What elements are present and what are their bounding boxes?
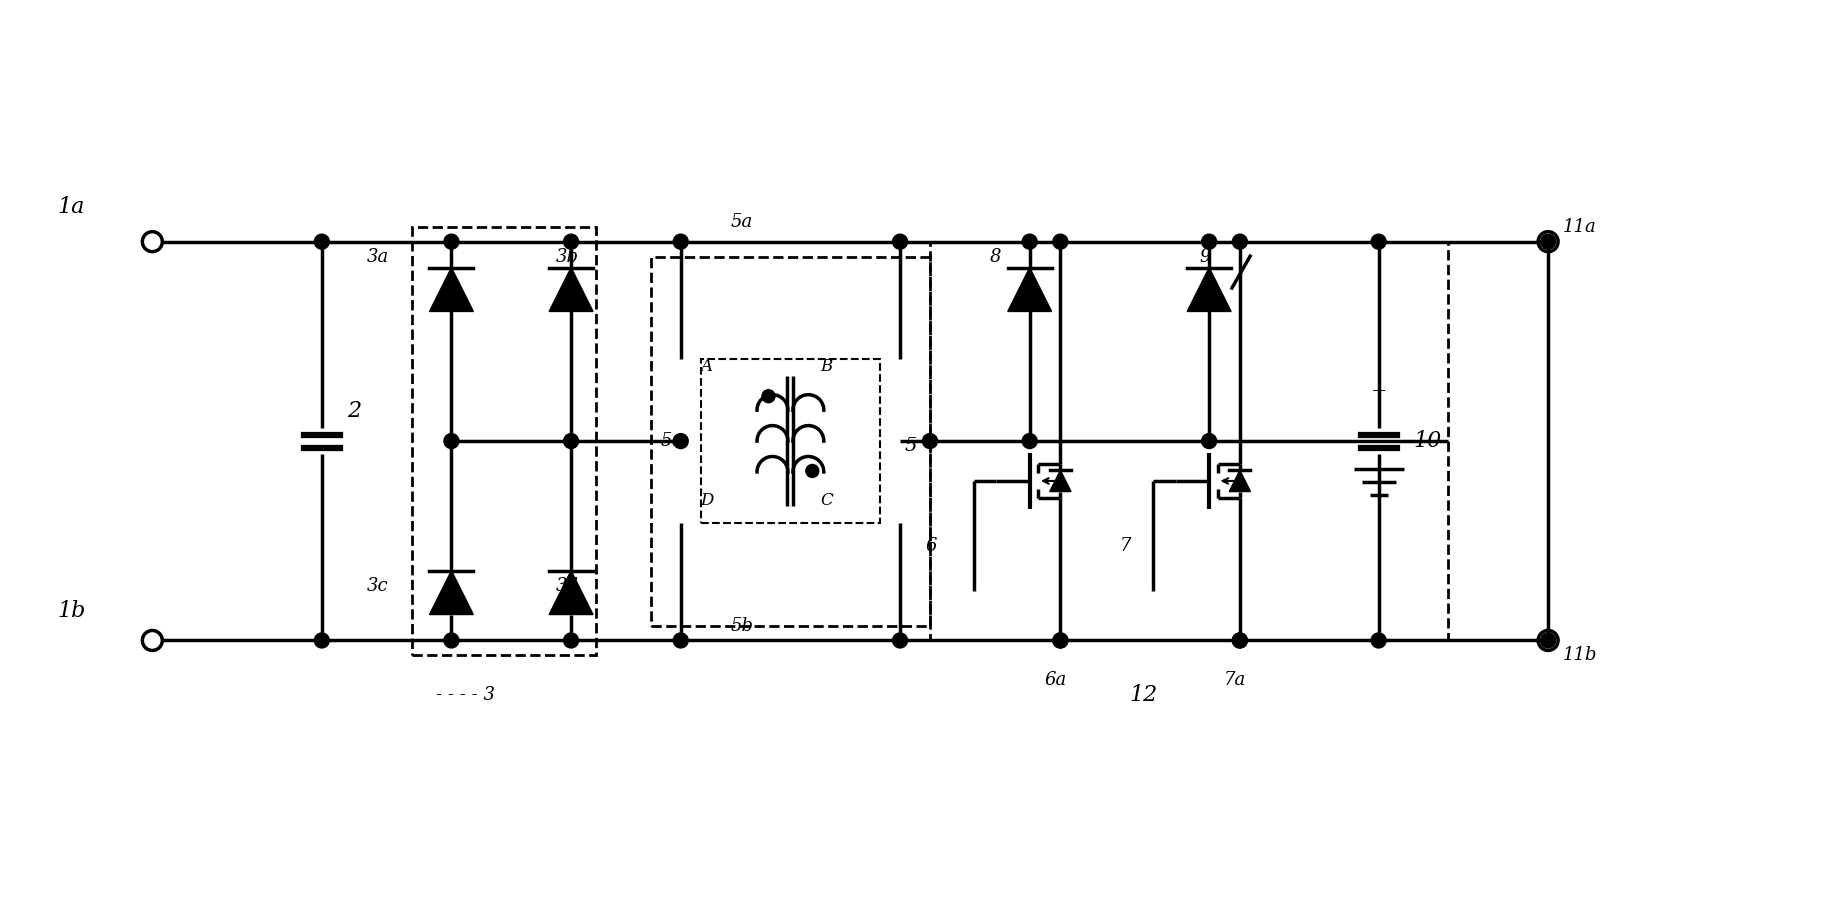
Circle shape (1052, 234, 1068, 250)
Text: 1b: 1b (57, 600, 87, 622)
Bar (650, 257, 930, 625)
Polygon shape (1050, 471, 1070, 492)
Circle shape (314, 234, 329, 250)
Text: 11b: 11b (1562, 647, 1597, 664)
Polygon shape (1229, 471, 1249, 492)
Bar (412, 227, 595, 656)
Circle shape (1022, 434, 1037, 449)
Circle shape (1233, 633, 1247, 648)
Circle shape (893, 234, 907, 250)
Polygon shape (1007, 268, 1052, 311)
Circle shape (1233, 234, 1247, 250)
Text: 8: 8 (989, 248, 1002, 265)
Circle shape (673, 633, 687, 648)
Text: D: D (700, 493, 713, 509)
Text: 3a: 3a (366, 248, 388, 265)
Text: - - - - 3: - - - - 3 (436, 686, 495, 705)
Polygon shape (1186, 268, 1231, 311)
Text: 5a: 5a (730, 213, 752, 231)
Circle shape (806, 464, 819, 477)
Text: 7: 7 (1118, 537, 1131, 554)
Text: 11a: 11a (1562, 217, 1597, 236)
Text: 3d: 3d (556, 577, 578, 595)
Circle shape (564, 633, 578, 648)
Circle shape (1371, 633, 1386, 648)
Polygon shape (549, 268, 593, 311)
Polygon shape (429, 268, 473, 311)
Circle shape (444, 234, 458, 250)
Circle shape (1233, 633, 1247, 648)
Text: 3c: 3c (366, 577, 388, 595)
Circle shape (1201, 234, 1216, 250)
Circle shape (1022, 234, 1037, 250)
Text: 1a: 1a (57, 196, 85, 217)
Circle shape (673, 234, 687, 250)
Text: 9: 9 (1199, 248, 1210, 265)
Circle shape (564, 434, 578, 449)
Text: B: B (821, 357, 832, 375)
Polygon shape (549, 571, 593, 614)
Text: A: A (700, 357, 711, 375)
Circle shape (1371, 234, 1386, 250)
Circle shape (444, 434, 458, 449)
Circle shape (564, 234, 578, 250)
Text: +: + (1369, 382, 1386, 401)
Circle shape (1052, 633, 1068, 648)
Bar (930, 241, 1447, 640)
Circle shape (761, 390, 774, 402)
Polygon shape (429, 571, 473, 614)
Text: 3b: 3b (556, 248, 578, 265)
Text: 5: 5 (904, 437, 917, 455)
Text: 2: 2 (347, 400, 360, 422)
Circle shape (1539, 234, 1554, 250)
Text: 5b: 5b (730, 616, 754, 635)
Circle shape (444, 633, 458, 648)
Circle shape (1539, 633, 1554, 648)
Circle shape (922, 434, 937, 449)
Text: 7a: 7a (1223, 671, 1246, 689)
Text: 5c: 5c (660, 432, 682, 450)
Circle shape (1052, 633, 1068, 648)
Text: 10: 10 (1412, 430, 1441, 452)
Circle shape (1201, 434, 1216, 449)
Text: 12: 12 (1129, 684, 1157, 706)
Text: 6: 6 (924, 537, 935, 554)
Bar (700, 359, 880, 523)
Circle shape (673, 434, 687, 449)
Text: C: C (821, 493, 833, 509)
Text: 6a: 6a (1044, 671, 1066, 689)
Circle shape (893, 633, 907, 648)
Circle shape (314, 633, 329, 648)
